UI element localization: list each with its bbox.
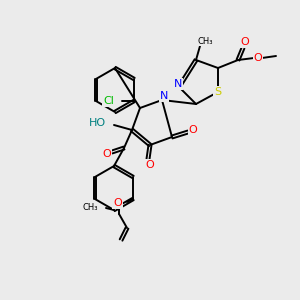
Text: HO: HO: [89, 118, 106, 128]
Text: O: O: [146, 160, 154, 170]
Text: CH₃: CH₃: [82, 203, 98, 212]
Text: O: O: [241, 37, 249, 47]
Text: N: N: [160, 91, 168, 101]
Text: Cl: Cl: [103, 96, 114, 106]
Text: O: O: [189, 125, 197, 135]
Text: N: N: [174, 79, 182, 89]
Text: O: O: [103, 149, 111, 159]
Text: O: O: [113, 198, 122, 208]
Text: S: S: [214, 87, 222, 97]
Text: CH₃: CH₃: [197, 37, 213, 46]
Text: O: O: [254, 53, 262, 63]
